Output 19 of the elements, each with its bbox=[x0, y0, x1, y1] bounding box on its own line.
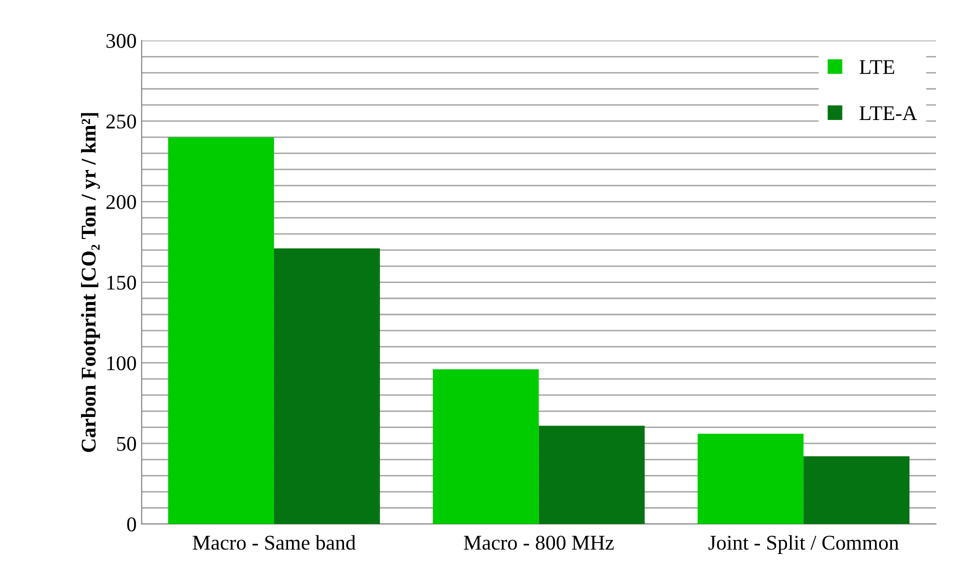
y-tick-label: 0 bbox=[127, 517, 136, 532]
y-axis-title: Carbon Footprint [CO₂ Ton / yr / km²] bbox=[81, 113, 100, 452]
y-tick-label: 200 bbox=[106, 195, 136, 210]
bar bbox=[698, 434, 804, 524]
bar bbox=[274, 248, 380, 524]
y-tick-label: 250 bbox=[106, 114, 136, 129]
x-tick-label: Macro - Same band bbox=[192, 535, 356, 550]
y-tick-label: 100 bbox=[107, 356, 136, 370]
bar bbox=[432, 369, 539, 524]
bar bbox=[804, 456, 910, 524]
y-tick-label: 150 bbox=[107, 276, 136, 290]
y-tick-label: 50 bbox=[117, 436, 136, 451]
legend-label: LTE-A bbox=[860, 106, 918, 120]
x-tick-label: Joint - Split / Common bbox=[708, 535, 899, 554]
bar bbox=[168, 137, 274, 524]
legend-label: LTE bbox=[860, 60, 894, 74]
y-tick-label: 300 bbox=[106, 34, 136, 48]
bar bbox=[538, 426, 645, 524]
x-tick-label: Macro - 800 MHz bbox=[464, 536, 614, 550]
